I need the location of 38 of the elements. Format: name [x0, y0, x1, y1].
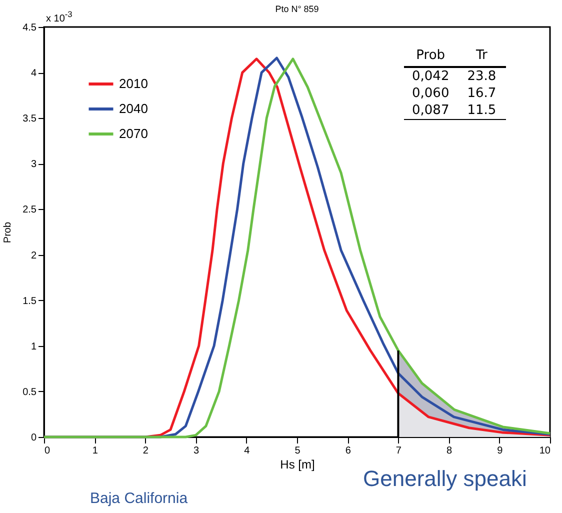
- y-tick-label: 3: [30, 159, 37, 170]
- legend-label: 2040: [119, 101, 148, 116]
- annotation: 16.7: [466, 85, 498, 102]
- y-tick-label: 1: [30, 341, 37, 352]
- y-tick-label: 0.5: [22, 386, 37, 398]
- x-tick-label: 9: [497, 446, 504, 456]
- y-tick-label: 4: [30, 68, 37, 80]
- chart-title: Pto N° 859: [275, 4, 319, 14]
- annotation: 11.5: [459, 102, 506, 120]
- y-tick-label: 0: [30, 432, 37, 444]
- annotation: 0,087: [404, 102, 460, 120]
- y-tick-label: 1.5: [22, 296, 37, 307]
- x-tick-label: 6: [345, 446, 352, 456]
- annotation: Prob: [404, 48, 460, 67]
- annotation: 23.8: [466, 68, 498, 85]
- text: x 10$^{-3}$: [46, 9, 72, 24]
- legend-label: 2070: [119, 126, 148, 141]
- annotation: Tr: [459, 48, 506, 67]
- x-tick-label: 8: [446, 446, 453, 456]
- x-tick-label: 1: [92, 446, 98, 456]
- text: Generally speaki: [363, 466, 527, 492]
- text: Baja California: [90, 490, 188, 507]
- y-axis-title: Prob: [2, 222, 14, 244]
- x-tick-label: 5: [294, 446, 301, 456]
- x-tick-label: 10: [539, 446, 551, 456]
- legend-label: 2010: [119, 76, 148, 91]
- x-tick-label: 4: [244, 446, 250, 456]
- x-tick-label: 0: [44, 446, 50, 456]
- y-tick-label: 3.5: [22, 114, 37, 125]
- y-tick-label: 4.5: [22, 22, 37, 34]
- x-tick-label: 7: [396, 446, 402, 456]
- x-tick-label: 2: [142, 446, 149, 456]
- y-tick-label: 2.5: [22, 204, 37, 216]
- y-tick-label: 2: [30, 250, 37, 262]
- annotation: 0,060: [411, 85, 450, 102]
- x-tick-label: 3: [194, 446, 200, 456]
- annotation: 0,042: [411, 68, 450, 85]
- x-axis-title: Hs [m]: [280, 458, 315, 472]
